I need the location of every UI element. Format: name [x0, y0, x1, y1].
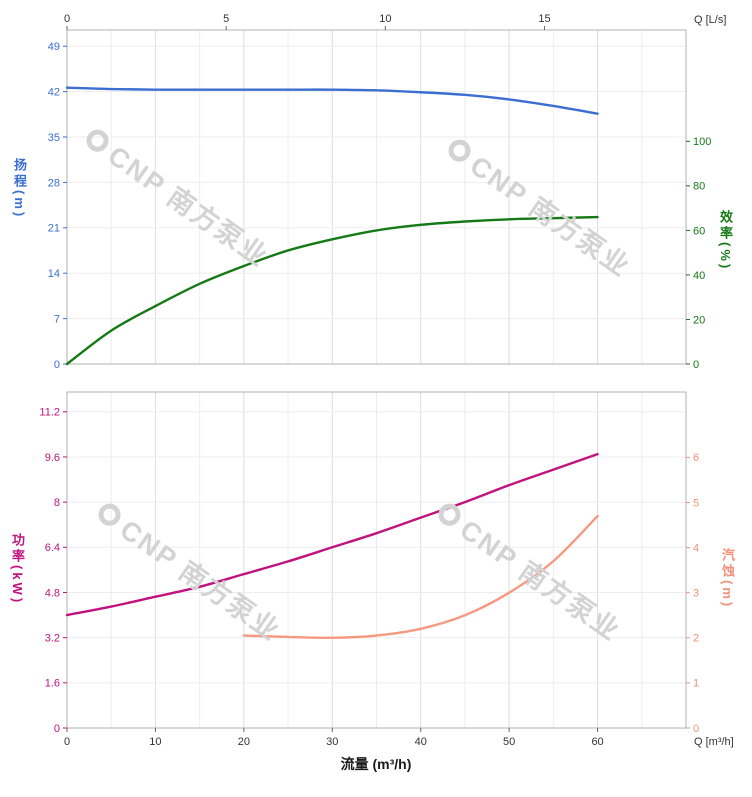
npsh-curve [242, 514, 599, 640]
bottom-axis-tick-label: 0 [64, 736, 70, 748]
left-axis-tick-label: 42 [48, 86, 60, 98]
left-axis-tick-label: 0 [54, 723, 60, 735]
head-axis-title-text: 扬程 [12, 158, 27, 190]
power-axis-title-text: 功率 [10, 533, 25, 565]
left-axis-tick-label: 1.6 [45, 678, 60, 690]
left-axis-tick-label: 6.4 [45, 542, 60, 554]
efficiency-axis-title-text: 效率 [718, 210, 733, 242]
power-curve [65, 452, 599, 617]
efficiency-axis-unit: (%) [718, 242, 733, 272]
right-axis-tick-label: 6 [693, 452, 699, 464]
right-axis-tick-label: 20 [693, 314, 705, 326]
right-axis-tick-label: 80 [693, 181, 705, 193]
left-axis-tick-label: 49 [48, 41, 60, 53]
head-curve [65, 86, 599, 115]
right-axis-tick-label: 0 [693, 359, 699, 371]
x-axis-title: 流量 (m³/h) [340, 756, 412, 772]
left-axis-tick-label: 3.2 [45, 632, 60, 644]
panel-frame [66, 29, 687, 365]
right-axis-tick-label: 100 [693, 136, 711, 148]
efficiency-axis-title: 效率(%) [716, 210, 735, 271]
top-axis-tick-label: 5 [223, 13, 229, 25]
head-axis-title: 扬程(m) [10, 158, 29, 219]
right-axis-tick-label: 40 [693, 270, 705, 282]
right-axis-tick-label: 3 [693, 588, 699, 600]
right-axis-tick-label: 60 [693, 225, 705, 237]
left-axis-tick-label: 7 [54, 313, 60, 325]
top-axis-tick-label: 15 [538, 13, 550, 25]
power-axis-title: 功率(kW) [8, 533, 27, 605]
bottom-axis-tick-label: 60 [591, 736, 603, 748]
left-axis-tick-label: 9.6 [45, 452, 60, 464]
left-axis-tick-label: 28 [48, 177, 60, 189]
top-axis-tick-label: 0 [64, 13, 70, 25]
left-axis-tick-label: 11.2 [39, 407, 60, 419]
right-axis-tick-label: 1 [693, 678, 699, 690]
bottom-axis-tick-label: 50 [503, 736, 515, 748]
right-axis-tick-label: 4 [693, 542, 699, 554]
right-axis-tick-label: 2 [693, 633, 699, 645]
bottom-axis-tick-label: 30 [326, 736, 338, 748]
npsh-axis-title: 汽蚀(m) [718, 548, 737, 609]
efficiency-curve [65, 215, 599, 366]
left-axis-tick-label: 14 [48, 268, 60, 280]
left-axis-tick-label: 4.8 [45, 587, 60, 599]
top-axis-tick-label: 10 [379, 13, 391, 25]
panel-frame [66, 391, 687, 729]
left-axis-tick-label: 0 [54, 359, 60, 371]
top-axis-unit-label: Q [L/s] [694, 14, 727, 26]
left-axis-tick-label: 21 [48, 223, 60, 235]
bottom-axis-tick-label: 20 [238, 736, 250, 748]
bottom-axis-unit-label: Q [m³/h] [694, 736, 734, 748]
npsh-axis-unit: (m) [720, 580, 735, 610]
bottom-axis-tick-label: 10 [149, 736, 161, 748]
power-axis-unit: (kW) [10, 565, 25, 606]
head-axis-unit: (m) [12, 190, 27, 220]
right-axis-tick-label: 0 [693, 723, 699, 735]
left-axis-tick-label: 35 [48, 132, 60, 144]
left-axis-tick-label: 8 [54, 497, 60, 509]
right-axis-tick-label: 5 [693, 497, 699, 509]
bottom-axis-tick-label: 40 [415, 736, 427, 748]
npsh-axis-title-text: 汽蚀 [720, 548, 735, 580]
